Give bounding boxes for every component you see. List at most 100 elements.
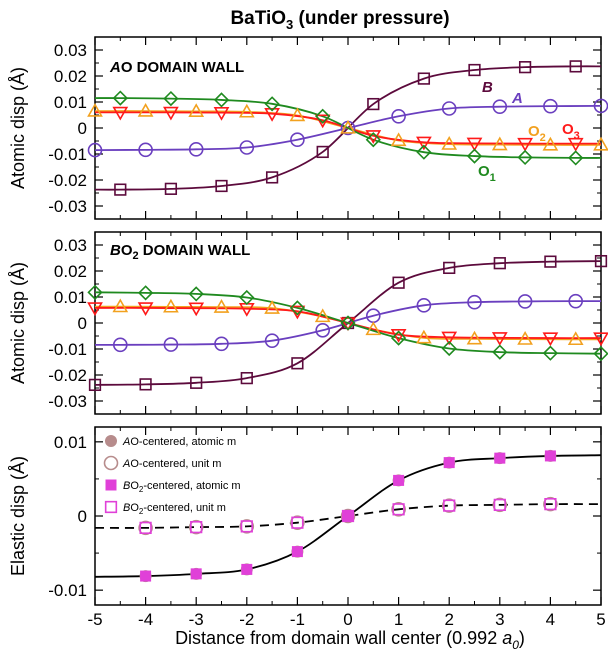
triangle-up-marker [137,102,154,117]
panel-title: AO DOMAIN WALL [109,59,244,76]
y-tick-label: -0.01 [48,145,87,164]
circle-marker [113,337,128,353]
axis-ticks: -0.03 -0.02 -0.01 0 0.01 0.02 0.03 [48,36,602,220]
triangle-up-marker [491,136,508,151]
triangle-up-marker [567,331,584,346]
filled-square-marker [291,546,303,558]
circle-marker [391,502,406,517]
diamond-marker [542,345,559,361]
y-tick-label: -0.01 [48,581,87,600]
triangle-down-marker [466,137,483,152]
square-marker [544,255,557,268]
y-tick-label: 0.01 [54,433,87,452]
square-marker [240,371,253,385]
series-curve-o1 [94,291,602,355]
y-tick-label: -0.02 [48,171,87,190]
triangle-down-marker [567,137,584,152]
circle-marker [103,455,119,471]
square-marker [367,97,380,111]
triangle-up-marker [238,103,255,118]
y-tick-label: 0 [78,119,87,138]
circle-marker [467,294,482,310]
square-marker [265,171,279,184]
label-a: A [511,90,523,107]
square-marker [341,509,355,523]
panel-bo2-domain-wall: -0.03 -0.02 -0.01 0 0.01 0.02 0.03 Atomic disp… [8,231,608,415]
legend-entry-label: AO-centered, atomic m [122,436,236,448]
triangle-up-marker [390,132,407,147]
triangle-up-marker [112,298,129,313]
panel-ao-domain-wall: -0.03 -0.02 -0.01 0 0.01 0.02 0.03 Atomic disp… [8,36,608,220]
circle-marker [441,101,457,116]
triangle-down-marker [314,114,331,129]
filled-square-marker [241,563,253,575]
diamond-marker [289,300,306,316]
square-marker [139,521,152,534]
triangle-down-marker [188,302,205,317]
y-tick-label: -0.02 [48,366,87,385]
square-marker [316,145,329,159]
square-marker [114,183,127,196]
triangle-up-marker [542,136,559,151]
x-tick-label: -4 [138,610,153,629]
circle-marker [543,496,558,512]
y-tick-label: 0.03 [54,41,87,60]
triangle-up-marker [264,300,280,314]
y-tick-label: -0.01 [48,340,87,359]
square-marker [493,498,506,512]
fit-curves [94,65,602,191]
circle-marker [163,337,179,352]
legend-entry-label: BO2-centered, atomic m [123,480,241,494]
circle-marker [492,497,508,513]
curve-labels: B A O2 O3 O1 [478,79,580,184]
diamond-marker [466,148,483,164]
triangle-up-marker [340,119,356,134]
circle-marker [290,132,305,147]
circle-marker [290,515,305,530]
square-marker [443,261,456,275]
y-tick-label: -0.03 [48,197,87,216]
y-tick-label: 0.02 [54,67,87,86]
diamond-marker [163,90,179,107]
label-b: B [482,79,493,96]
circle-marker [188,142,204,157]
data-markers [87,254,608,392]
x-tick-label: 4 [546,610,555,629]
diamond-marker [213,92,230,108]
filled-square-marker [190,568,202,580]
square-marker [594,254,608,268]
title-sub: 3 [286,17,293,32]
diamond-marker [239,289,255,306]
circle-marker [568,293,584,309]
circle-marker [416,298,432,313]
diamond-marker [593,346,608,362]
diamond-marker [390,330,407,346]
triangle-down-marker [517,137,533,152]
diamond-marker [492,344,508,360]
filled-square-marker [494,452,506,464]
title-rest: (under pressure) [293,8,449,29]
y-tick-label: 0.03 [54,236,87,255]
panel-title: BO2 DOMAIN WALL [110,242,250,262]
circle-marker [138,520,153,536]
y-axis-label: Atomic disp (Å) [8,67,28,189]
circle-marker [517,294,533,309]
square-marker [215,179,228,193]
square-marker [569,60,582,73]
square-marker [104,500,118,514]
square-marker [544,498,557,511]
square-marker [190,520,203,534]
circle-marker [138,142,153,158]
diamond-marker [365,132,381,148]
x-axis-label: Distance from domain wall center (0.992 … [175,628,525,652]
y-tick-label: 0 [78,314,87,333]
square-marker [443,499,456,512]
circle-marker [340,508,356,524]
diamond-marker [188,286,204,302]
x-tick-label: 1 [394,610,403,629]
x-tick-label: -1 [290,610,305,629]
triangle-up-marker [289,107,306,122]
diamond-marker [87,284,103,300]
fit-curves [94,260,602,386]
triangle-up-marker [365,321,382,336]
